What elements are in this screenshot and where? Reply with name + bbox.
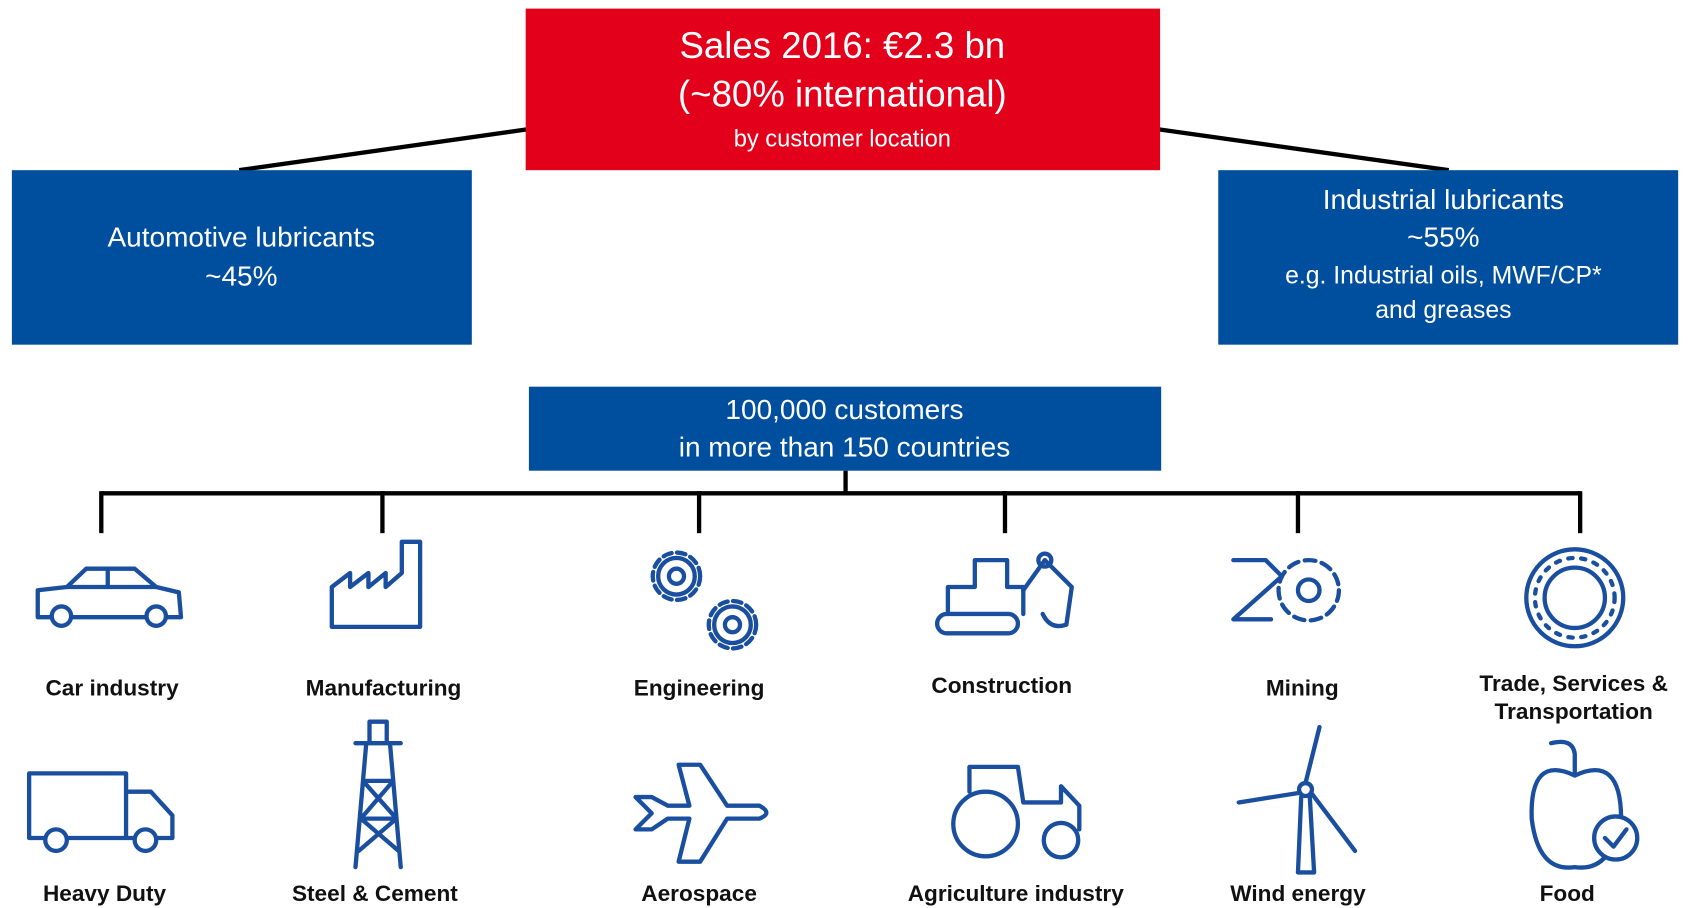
label: e.g. Industrial oils, MWF/CP* [1285,262,1602,289]
car-icon [35,566,184,628]
bearing-icon [1524,547,1626,649]
label: 100,000 customers [725,394,963,425]
label: Engineering [634,675,765,700]
label: by customer location [734,126,951,152]
mining-icon [1231,557,1342,623]
label: Heavy Duty [43,881,167,906]
tower-icon [353,719,403,870]
automotive-box [11,170,472,345]
label: Trade, Services & [1479,671,1668,696]
label: Manufacturing [306,675,462,700]
label: Transportation [1495,699,1653,724]
label: Industrial lubricants [1323,184,1564,215]
label: (~80% international) [678,74,1007,115]
excavator-icon [934,551,1074,636]
label: Aerospace [641,881,757,906]
label: ~45% [205,260,277,291]
label: in more than 150 countries [679,432,1011,463]
customers-box [528,386,1162,471]
label: Sales 2016: €2.3 bn [680,25,1006,66]
plane-icon [633,762,769,864]
connectors [99,127,1583,534]
industrial-box [1218,170,1679,345]
label: Automotive lubricants [107,222,375,253]
icons [26,539,1640,875]
tractor-icon [951,764,1082,860]
apple-icon [1529,739,1640,870]
factory-icon [329,539,423,630]
wind-icon [1236,724,1358,875]
label: and greases [1375,297,1511,324]
label: Wind energy [1230,881,1366,906]
label: Steel & Cement [292,881,458,906]
label: Car industry [45,675,179,700]
sales-box [525,8,1161,171]
truck-icon [26,771,175,854]
label: Mining [1266,675,1339,700]
gears-icon [650,550,759,651]
label: Construction [931,673,1072,698]
label: ~55% [1407,222,1479,253]
label: Food [1540,881,1595,906]
label: Agriculture industry [908,881,1124,906]
